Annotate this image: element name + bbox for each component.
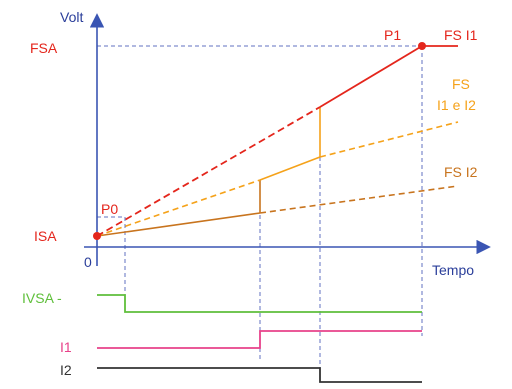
- i1-label: I1: [60, 339, 72, 355]
- ramp-lines: [96, 45, 459, 237]
- origin-label: 0: [84, 254, 92, 270]
- fs-both-label-line2: I1 e I2: [437, 97, 476, 113]
- p1-label: P1: [384, 27, 401, 43]
- fs-both-dashed-a: [96, 179, 261, 237]
- fs-i1-dashed: [96, 106, 321, 237]
- ivsa-label: IVSA -: [22, 290, 62, 306]
- fs-i2-solid: [96, 212, 261, 237]
- fs-i1-label: FS I1: [444, 27, 478, 43]
- fsa-label: FSA: [30, 40, 58, 56]
- isa-label: ISA: [34, 228, 57, 244]
- fs-i1-solid: [319, 45, 423, 108]
- ivsa-trace: [97, 294, 422, 313]
- i2-trace: [97, 367, 422, 383]
- fs-both-label-line1: FS: [452, 76, 470, 92]
- p0-point: [93, 232, 101, 240]
- p1-point: [418, 42, 426, 50]
- labels: Volt Tempo 0 FSA ISA P0 P1 FS I1 FS I1 e…: [22, 9, 478, 378]
- p0-label: P0: [101, 201, 118, 217]
- fs-i2-dashed: [259, 185, 459, 214]
- axes: [84, 13, 491, 266]
- fs-both-dashed-b: [319, 121, 459, 158]
- y-axis-label: Volt: [60, 9, 83, 25]
- fs-both-solid: [259, 156, 321, 181]
- fs-i2-label: FS I2: [444, 164, 478, 180]
- i1-trace: [97, 330, 422, 349]
- x-axis-label: Tempo: [432, 262, 474, 278]
- i2-label: I2: [60, 362, 72, 378]
- signal-traces: [97, 294, 422, 383]
